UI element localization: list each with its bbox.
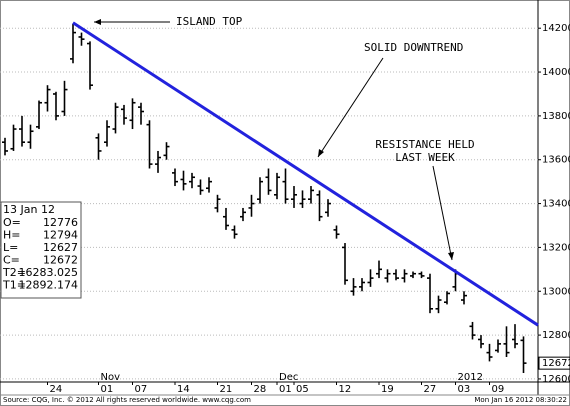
y-tick-label: 14200 bbox=[542, 23, 570, 34]
info-label: O= bbox=[3, 216, 21, 229]
annotation: ISLAND TOP bbox=[176, 15, 243, 28]
x-tick-label: 12 bbox=[339, 384, 352, 395]
y-tick-label: 12600 bbox=[542, 374, 570, 385]
info-value: 12672 bbox=[43, 254, 78, 267]
x-tick-label: 21 bbox=[220, 384, 233, 395]
y-tick-label: 13800 bbox=[542, 111, 570, 122]
info-value: 16283.025 bbox=[19, 266, 79, 279]
trendline bbox=[72, 21, 539, 327]
annotation: RESISTANCE HELD bbox=[375, 138, 474, 151]
last-price-tag bbox=[538, 356, 570, 370]
month-label: 2012 bbox=[458, 372, 483, 383]
x-tick-label: 27 bbox=[424, 384, 437, 395]
x-tick-label: 19 bbox=[381, 384, 394, 395]
x-tick-label: 14 bbox=[177, 384, 190, 395]
annotation: LAST WEEK bbox=[395, 151, 455, 164]
footer-timestamp: Mon Jan 16 2012 08:30:22 bbox=[474, 396, 567, 404]
month-label: Nov bbox=[101, 372, 121, 383]
x-tick-label: 01 bbox=[101, 384, 114, 395]
info-label: C= bbox=[3, 254, 20, 267]
bars bbox=[2, 21, 539, 374]
last-price-label: 12672 bbox=[542, 358, 570, 369]
info-value: 12794 bbox=[43, 229, 78, 242]
info-value: 12776 bbox=[43, 216, 78, 229]
grid: 12600 12800 13000 13200 13400 13600 13800 14000… bbox=[0, 23, 570, 395]
y-tick-label: 12800 bbox=[542, 330, 570, 341]
arrow-head bbox=[448, 252, 454, 260]
x-tick-label: 03 bbox=[458, 384, 471, 395]
x-tick-label: 05 bbox=[296, 384, 309, 395]
footer-source: Source: CQG, Inc. © 2012 All rights rese… bbox=[3, 396, 251, 404]
info-box bbox=[0, 201, 82, 299]
x-tick-label: 07 bbox=[135, 384, 148, 395]
month-label: Dec bbox=[279, 372, 298, 383]
annotation: SOLID DOWNTREND bbox=[364, 41, 463, 54]
y-tick-label: 13600 bbox=[542, 155, 570, 166]
y-tick-label: 14000 bbox=[542, 67, 570, 78]
info-value: 12892.174 bbox=[19, 279, 79, 292]
x-tick-label: 28 bbox=[254, 384, 267, 395]
arrow-head bbox=[318, 149, 324, 157]
y-tick-label: 13000 bbox=[542, 286, 570, 297]
info-label: H= bbox=[3, 229, 21, 242]
info-date: 13 Jan 12 bbox=[3, 203, 55, 216]
x-tick-label: 01 bbox=[279, 384, 292, 395]
arrow bbox=[317, 57, 384, 158]
info-label: T2= bbox=[2, 266, 26, 279]
x-tick-label: 09 bbox=[492, 384, 505, 395]
info-value: 12627 bbox=[43, 241, 78, 254]
arrow-head bbox=[94, 19, 101, 25]
x-tick-label: 24 bbox=[50, 384, 63, 395]
info-label: T1= bbox=[2, 279, 26, 292]
arrow bbox=[432, 165, 453, 261]
y-tick-label: 13400 bbox=[542, 199, 570, 210]
info-label: L= bbox=[3, 241, 18, 254]
y-tick-label: 13200 bbox=[542, 242, 570, 253]
info-rows: O= 12776 H= 12794 L= 12627 C= 12672 T2=16283.025… bbox=[2, 216, 78, 292]
